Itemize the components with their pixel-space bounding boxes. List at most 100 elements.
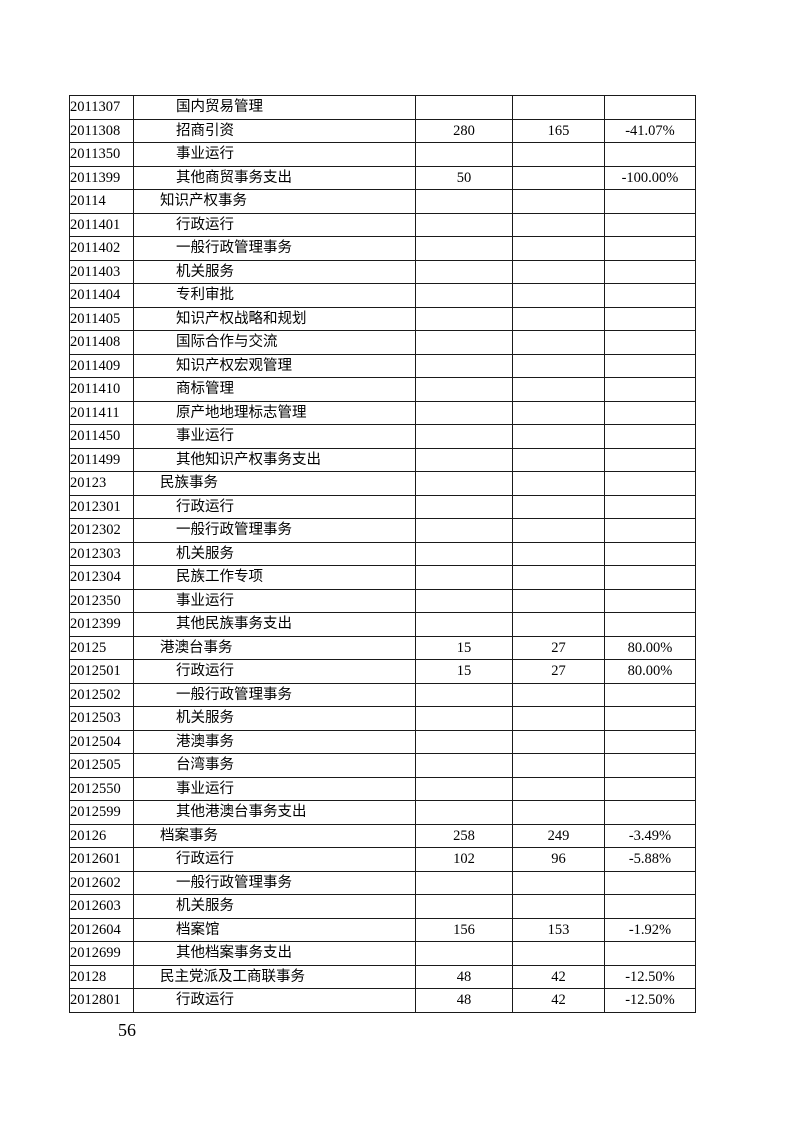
name-cell: 档案馆	[133, 917, 416, 942]
code-cell: 2011404	[69, 283, 134, 308]
value-b-cell: 165	[512, 118, 605, 143]
code-cell: 2011307	[69, 95, 134, 120]
name-cell: 原产地地理标志管理	[133, 400, 416, 425]
code-cell: 2012399	[69, 612, 134, 637]
table-row: 2011404 专利审批	[69, 283, 696, 308]
code-cell: 2012504	[69, 729, 134, 754]
value-b-cell	[512, 142, 605, 167]
value-a-cell	[415, 612, 513, 637]
value-b-cell	[512, 941, 605, 966]
change-pct-cell	[604, 776, 696, 801]
name-cell: 事业运行	[133, 776, 416, 801]
value-a-cell	[415, 259, 513, 284]
value-a-cell	[415, 870, 513, 895]
table-row: 2012501 行政运行 15 27 80.00%	[69, 659, 696, 684]
code-cell: 2011411	[69, 400, 134, 425]
value-a-cell: 48	[415, 964, 513, 989]
table-row: 2011308 招商引资 280 165 -41.07%	[69, 118, 696, 143]
value-a-cell	[415, 776, 513, 801]
value-b-cell: 153	[512, 917, 605, 942]
table-row: 2012302 一般行政管理事务	[69, 518, 696, 543]
code-cell: 2012303	[69, 541, 134, 566]
value-b-cell	[512, 306, 605, 331]
table-row: 2012350 事业运行	[69, 588, 696, 613]
table-row: 2012304 民族工作专项	[69, 565, 696, 590]
value-a-cell: 15	[415, 659, 513, 684]
code-cell: 20125	[69, 635, 134, 660]
name-cell: 其他商贸事务支出	[133, 165, 416, 190]
code-cell: 2012304	[69, 565, 134, 590]
value-a-cell	[415, 565, 513, 590]
change-pct-cell	[604, 212, 696, 237]
change-pct-cell	[604, 729, 696, 754]
value-b-cell	[512, 565, 605, 590]
name-cell: 行政运行	[133, 847, 416, 872]
value-a-cell	[415, 800, 513, 825]
code-cell: 2011399	[69, 165, 134, 190]
code-cell: 20123	[69, 471, 134, 496]
code-cell: 2012602	[69, 870, 134, 895]
table-row: 20126 档案事务 258 249 -3.49%	[69, 823, 696, 848]
change-pct-cell: -12.50%	[604, 988, 696, 1013]
change-pct-cell	[604, 565, 696, 590]
table-row: 20123 民族事务	[69, 471, 696, 496]
table-row: 2011405 知识产权战略和规划	[69, 306, 696, 331]
value-a-cell: 156	[415, 917, 513, 942]
value-b-cell: 96	[512, 847, 605, 872]
code-cell: 2011408	[69, 330, 134, 355]
value-a-cell	[415, 377, 513, 402]
code-cell: 2011308	[69, 118, 134, 143]
value-b-cell	[512, 447, 605, 472]
change-pct-cell	[604, 353, 696, 378]
name-cell: 其他民族事务支出	[133, 612, 416, 637]
value-b-cell	[512, 189, 605, 214]
value-b-cell	[512, 353, 605, 378]
value-b-cell: 27	[512, 659, 605, 684]
code-cell: 2012505	[69, 753, 134, 778]
table-row: 2011350 事业运行	[69, 142, 696, 167]
value-b-cell: 42	[512, 964, 605, 989]
change-pct-cell: -41.07%	[604, 118, 696, 143]
table-row: 2012604 档案馆 156 153 -1.92%	[69, 917, 696, 942]
name-cell: 民族事务	[133, 471, 416, 496]
code-cell: 2012601	[69, 847, 134, 872]
change-pct-cell: 80.00%	[604, 659, 696, 684]
name-cell: 招商引资	[133, 118, 416, 143]
value-b-cell	[512, 682, 605, 707]
table-row: 2011307 国内贸易管理	[69, 95, 696, 120]
value-b-cell	[512, 236, 605, 261]
change-pct-cell	[604, 682, 696, 707]
value-a-cell: 258	[415, 823, 513, 848]
name-cell: 知识产权宏观管理	[133, 353, 416, 378]
table-row: 2012699 其他档案事务支出	[69, 941, 696, 966]
table-row: 2012603 机关服务	[69, 894, 696, 919]
change-pct-cell	[604, 612, 696, 637]
code-cell: 2012501	[69, 659, 134, 684]
value-b-cell	[512, 212, 605, 237]
name-cell: 知识产权事务	[133, 189, 416, 214]
value-a-cell	[415, 706, 513, 731]
value-a-cell	[415, 424, 513, 449]
value-a-cell	[415, 494, 513, 519]
value-a-cell	[415, 236, 513, 261]
change-pct-cell	[604, 306, 696, 331]
name-cell: 商标管理	[133, 377, 416, 402]
change-pct-cell	[604, 259, 696, 284]
change-pct-cell	[604, 377, 696, 402]
table-row: 2011450 事业运行	[69, 424, 696, 449]
name-cell: 行政运行	[133, 659, 416, 684]
code-cell: 2011401	[69, 212, 134, 237]
value-a-cell	[415, 518, 513, 543]
code-cell: 2011450	[69, 424, 134, 449]
value-b-cell: 42	[512, 988, 605, 1013]
value-a-cell	[415, 447, 513, 472]
value-a-cell	[415, 941, 513, 966]
value-b-cell	[512, 541, 605, 566]
page-number: 56	[118, 1020, 136, 1040]
value-a-cell	[415, 95, 513, 120]
change-pct-cell	[604, 283, 696, 308]
name-cell: 知识产权战略和规划	[133, 306, 416, 331]
name-cell: 专利审批	[133, 283, 416, 308]
code-cell: 2011405	[69, 306, 134, 331]
name-cell: 档案事务	[133, 823, 416, 848]
